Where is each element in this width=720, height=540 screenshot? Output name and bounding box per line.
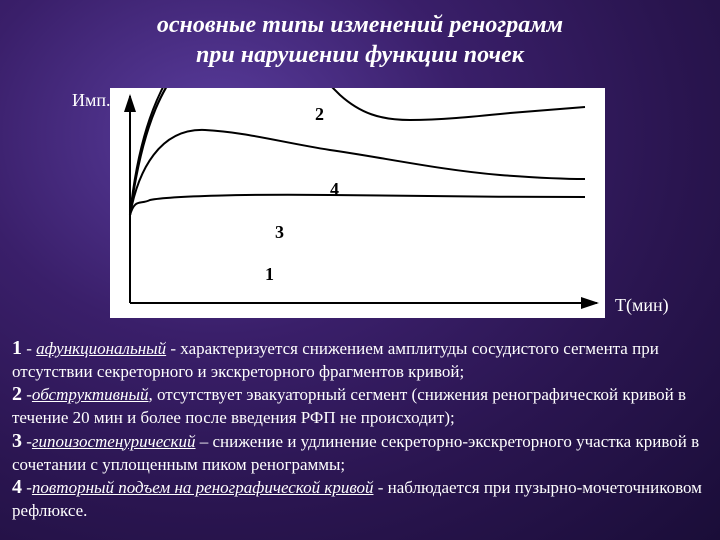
- y-axis-label: Имп.: [72, 90, 111, 111]
- curve-label-3: 3: [275, 222, 284, 242]
- title-line-2: при нарушении функции почек: [0, 40, 720, 70]
- curve-descriptions: 1 - афункциональный - характеризуется сн…: [12, 336, 708, 521]
- desc-term: гипоизостенурический: [32, 432, 196, 451]
- desc-term: афункциональный: [36, 339, 166, 358]
- desc-num: 1: [12, 337, 22, 359]
- curve-label-1: 1: [265, 264, 274, 284]
- desc-num: 3: [12, 430, 22, 452]
- x-axis-label: Т(мин): [615, 295, 669, 316]
- slide-title: основные типы изменений ренограмм при на…: [0, 0, 720, 70]
- desc-num: 2: [12, 383, 22, 405]
- desc-item-4: 4 -повторный подъем на ренографической к…: [12, 475, 708, 521]
- curve-label-4: 4: [330, 179, 339, 199]
- title-line-1: основные типы изменений ренограмм: [0, 10, 720, 40]
- curve-label-2: 2: [315, 104, 324, 124]
- desc-term: обструктивный: [32, 385, 149, 404]
- desc-term: повторный подъем на ренографической крив…: [32, 478, 374, 497]
- desc-num: 4: [12, 476, 22, 498]
- chart-svg: 1 2 3 4: [110, 88, 605, 318]
- desc-item-3: 3 -гипоизостенурический – снижение и удл…: [12, 429, 708, 475]
- desc-item-2: 2 -обструктивный, отсутствует эвакуаторн…: [12, 382, 708, 428]
- desc-item-1: 1 - афункциональный - характеризуется сн…: [12, 336, 708, 382]
- renogram-chart: 1 2 3 4: [110, 88, 605, 318]
